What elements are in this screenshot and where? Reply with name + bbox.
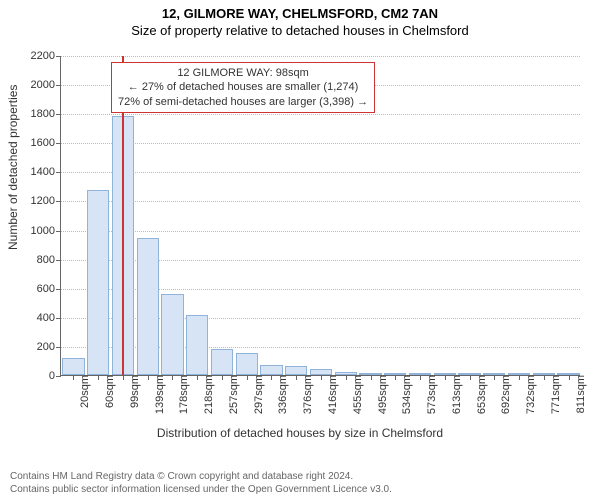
x-tick-label: 99sqm: [127, 375, 141, 408]
histogram-bar: [211, 349, 233, 375]
y-tick-label: 1000: [31, 225, 61, 237]
x-tick-label: 178sqm: [176, 375, 190, 414]
x-tick-label: 771sqm: [548, 375, 562, 414]
x-tick-label: 613sqm: [449, 375, 463, 414]
x-tick: [148, 375, 149, 380]
annotation-box: 12 GILMORE WAY: 98sqm← 27% of detached h…: [111, 62, 375, 113]
x-tick-label: 573sqm: [424, 375, 438, 414]
y-tick-label: 1600: [31, 137, 61, 149]
y-tick-label: 800: [37, 254, 61, 266]
x-tick-label: 455sqm: [350, 375, 364, 414]
chart-area: Number of detached properties 0200400600…: [0, 50, 600, 450]
x-tick: [519, 375, 520, 380]
x-tick-label: 376sqm: [300, 375, 314, 414]
x-tick-label: 692sqm: [498, 375, 512, 414]
x-axis-label: Distribution of detached houses by size …: [0, 426, 600, 440]
y-tick-label: 1400: [31, 166, 61, 178]
y-tick-label: 2000: [31, 79, 61, 91]
x-tick: [346, 375, 347, 380]
x-tick-label: 257sqm: [226, 375, 240, 414]
x-tick-label: 139sqm: [152, 375, 166, 414]
x-tick: [98, 375, 99, 380]
annotation-line-3: 72% of semi-detached houses are larger (…: [118, 95, 368, 109]
x-tick: [544, 375, 545, 380]
x-tick: [247, 375, 248, 380]
grid-line: [61, 172, 580, 173]
y-tick-label: 1800: [31, 108, 61, 120]
x-tick: [197, 375, 198, 380]
chart-container: 12, GILMORE WAY, CHELMSFORD, CM2 7AN Siz…: [0, 0, 600, 500]
x-tick-label: 811sqm: [573, 375, 587, 413]
x-tick-label: 336sqm: [275, 375, 289, 414]
grid-line: [61, 114, 580, 115]
grid-line: [61, 201, 580, 202]
page-title: 12, GILMORE WAY, CHELMSFORD, CM2 7AN: [0, 0, 600, 21]
x-tick: [123, 375, 124, 380]
y-tick-label: 2200: [31, 50, 61, 62]
x-tick-label: 218sqm: [201, 375, 215, 414]
x-tick-label: 653sqm: [474, 375, 488, 414]
x-tick: [222, 375, 223, 380]
histogram-bar: [137, 238, 159, 375]
y-tick-label: 600: [37, 283, 61, 295]
footer-attribution: Contains HM Land Registry data © Crown c…: [10, 470, 392, 496]
x-tick: [494, 375, 495, 380]
y-tick-label: 400: [37, 312, 61, 324]
x-tick: [371, 375, 372, 380]
histogram-bar: [236, 353, 258, 375]
x-tick: [445, 375, 446, 380]
x-tick-label: 732sqm: [523, 375, 537, 414]
x-tick-label: 297sqm: [251, 375, 265, 414]
x-tick: [172, 375, 173, 380]
histogram-bar: [87, 190, 109, 375]
x-tick: [73, 375, 74, 380]
x-tick: [296, 375, 297, 380]
x-tick: [321, 375, 322, 380]
grid-line: [61, 143, 580, 144]
annotation-line-1: 12 GILMORE WAY: 98sqm: [118, 66, 368, 80]
footer-line-1: Contains HM Land Registry data © Crown c…: [10, 470, 392, 483]
page-subtitle: Size of property relative to detached ho…: [0, 21, 600, 38]
annotation-line-2: ← 27% of detached houses are smaller (1,…: [118, 80, 368, 94]
y-tick-label: 1200: [31, 195, 61, 207]
x-tick: [395, 375, 396, 380]
histogram-bar: [260, 365, 282, 375]
plot-area: 0200400600800100012001400160018002000220…: [60, 56, 580, 376]
x-tick-label: 20sqm: [77, 375, 91, 408]
y-axis-label: Number of detached properties: [6, 85, 20, 250]
y-tick-label: 200: [37, 341, 61, 353]
footer-line-2: Contains public sector information licen…: [10, 483, 392, 496]
x-tick: [569, 375, 570, 380]
grid-line: [61, 56, 580, 57]
y-tick-label: 0: [49, 370, 61, 382]
grid-line: [61, 231, 580, 232]
x-tick: [470, 375, 471, 380]
histogram-bar: [186, 315, 208, 375]
x-tick: [271, 375, 272, 380]
x-tick-label: 416sqm: [325, 375, 339, 414]
x-tick-label: 495sqm: [375, 375, 389, 414]
histogram-bar: [161, 294, 183, 375]
x-tick-label: 534sqm: [399, 375, 413, 414]
x-tick-label: 60sqm: [102, 375, 116, 408]
x-tick: [420, 375, 421, 380]
histogram-bar: [62, 358, 84, 375]
histogram-bar: [285, 366, 307, 375]
